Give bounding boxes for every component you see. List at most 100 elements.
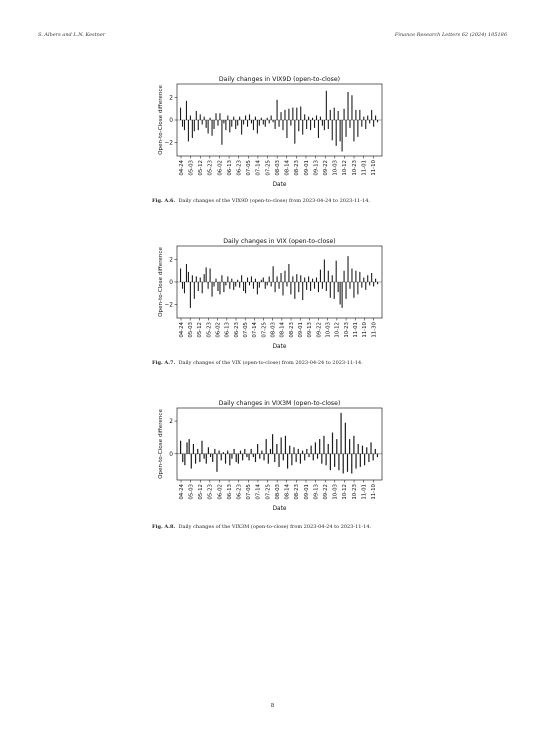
bar bbox=[204, 274, 205, 282]
bar bbox=[300, 454, 301, 464]
bar bbox=[223, 282, 224, 292]
bar bbox=[328, 271, 329, 282]
bar bbox=[351, 454, 352, 474]
bar bbox=[212, 454, 213, 462]
bar bbox=[206, 454, 207, 464]
caption-label: Fig. A.6. bbox=[152, 198, 175, 204]
bar bbox=[330, 282, 331, 298]
figure-caption: Fig. A.6. Daily changes of the VIX9D (op… bbox=[152, 198, 512, 204]
bar bbox=[275, 282, 276, 292]
x-tick-label: 10-12 bbox=[342, 484, 348, 500]
bar bbox=[198, 282, 199, 291]
bar bbox=[239, 117, 240, 120]
x-tick-label: 08-03 bbox=[275, 484, 281, 500]
bar bbox=[336, 120, 337, 146]
x-tick-label: 06-02 bbox=[217, 484, 223, 500]
bar bbox=[326, 454, 327, 465]
x-tick-label: 06-02 bbox=[217, 160, 223, 176]
x-tick-label: 07-05 bbox=[243, 322, 249, 338]
x-tick-label: 08-03 bbox=[275, 160, 281, 176]
bar bbox=[237, 120, 238, 126]
bar bbox=[253, 454, 254, 457]
bar bbox=[261, 451, 262, 454]
bar bbox=[289, 446, 290, 454]
bar bbox=[200, 114, 201, 120]
x-tick-label: 06-13 bbox=[227, 484, 233, 500]
x-tick-label: 11-10 bbox=[371, 483, 377, 499]
y-tick-label: 2 bbox=[169, 419, 173, 425]
x-tick-label: 07-14 bbox=[256, 483, 262, 499]
bar bbox=[328, 444, 329, 454]
bar bbox=[377, 120, 378, 122]
chart-vix9d: Daily changes in VIX9D (open-to-close) −2… bbox=[0, 70, 545, 195]
y-axis-label: Open-to-Close difference bbox=[158, 85, 164, 155]
x-tick-label: 10-03 bbox=[333, 484, 339, 500]
x-tick-label: 08-14 bbox=[280, 321, 286, 337]
bar bbox=[315, 442, 316, 453]
bar bbox=[243, 282, 244, 291]
bar bbox=[196, 276, 197, 282]
bar bbox=[296, 454, 297, 462]
x-tick-label: 10-23 bbox=[352, 160, 358, 176]
bar bbox=[359, 272, 360, 282]
bar bbox=[342, 282, 343, 308]
bar bbox=[253, 282, 254, 289]
figure-vix3m: Daily changes in VIX3M (open-to-close) 0 2… bbox=[0, 394, 545, 544]
x-tick-label: 06-23 bbox=[234, 322, 240, 338]
x-tick-label: 04-24 bbox=[179, 483, 185, 499]
bar bbox=[259, 120, 260, 126]
x-tick-label: 10-03 bbox=[333, 160, 339, 176]
bar bbox=[369, 120, 370, 123]
bar bbox=[371, 273, 372, 282]
bar bbox=[320, 117, 321, 120]
x-tick-label: 07-25 bbox=[265, 484, 271, 500]
bar bbox=[353, 436, 354, 454]
bar bbox=[231, 279, 232, 282]
bar bbox=[353, 120, 354, 141]
x-tick-label: 08-23 bbox=[294, 484, 300, 500]
bar bbox=[242, 454, 243, 461]
bar bbox=[251, 449, 252, 454]
chart-vix: Daily changes in VIX (open-to-close) −2 0 2… bbox=[0, 232, 545, 357]
bar bbox=[284, 110, 285, 120]
bar bbox=[278, 454, 279, 467]
y-tick-label: 0 bbox=[169, 280, 173, 286]
bar bbox=[363, 278, 364, 283]
bar bbox=[194, 282, 195, 299]
bar bbox=[363, 117, 364, 120]
bar bbox=[279, 282, 280, 289]
x-tick-label: 09-13 bbox=[313, 160, 319, 176]
bar bbox=[304, 278, 305, 283]
bar bbox=[192, 275, 193, 282]
x-tick-label: 09-01 bbox=[298, 322, 304, 338]
bar bbox=[182, 454, 183, 462]
bar bbox=[199, 454, 200, 462]
bar bbox=[182, 282, 183, 289]
x-tick-label: 11-10 bbox=[362, 321, 368, 337]
y-tick-label: 0 bbox=[169, 452, 173, 458]
bar bbox=[357, 282, 358, 294]
bar bbox=[273, 266, 274, 282]
bar bbox=[349, 120, 350, 128]
bar bbox=[323, 436, 324, 454]
bar bbox=[332, 433, 333, 454]
bar bbox=[180, 108, 181, 120]
bar bbox=[221, 454, 222, 461]
bar bbox=[314, 282, 315, 289]
bar bbox=[373, 454, 374, 461]
bar bbox=[184, 120, 185, 130]
bar bbox=[367, 116, 368, 121]
bar bbox=[369, 282, 370, 285]
y-tick-label: −2 bbox=[164, 303, 173, 309]
x-tick-label: 10-23 bbox=[344, 322, 350, 338]
bar bbox=[321, 454, 322, 464]
bar bbox=[351, 95, 352, 120]
bar bbox=[240, 451, 241, 454]
bar bbox=[238, 454, 239, 464]
bar bbox=[367, 275, 368, 282]
x-tick-label: 09-22 bbox=[316, 322, 322, 338]
caption-label: Fig. A.7. bbox=[152, 360, 175, 366]
bar bbox=[188, 120, 189, 141]
bar bbox=[373, 120, 374, 127]
figure-vix: Daily changes in VIX (open-to-close) −2 0 2… bbox=[0, 232, 545, 382]
